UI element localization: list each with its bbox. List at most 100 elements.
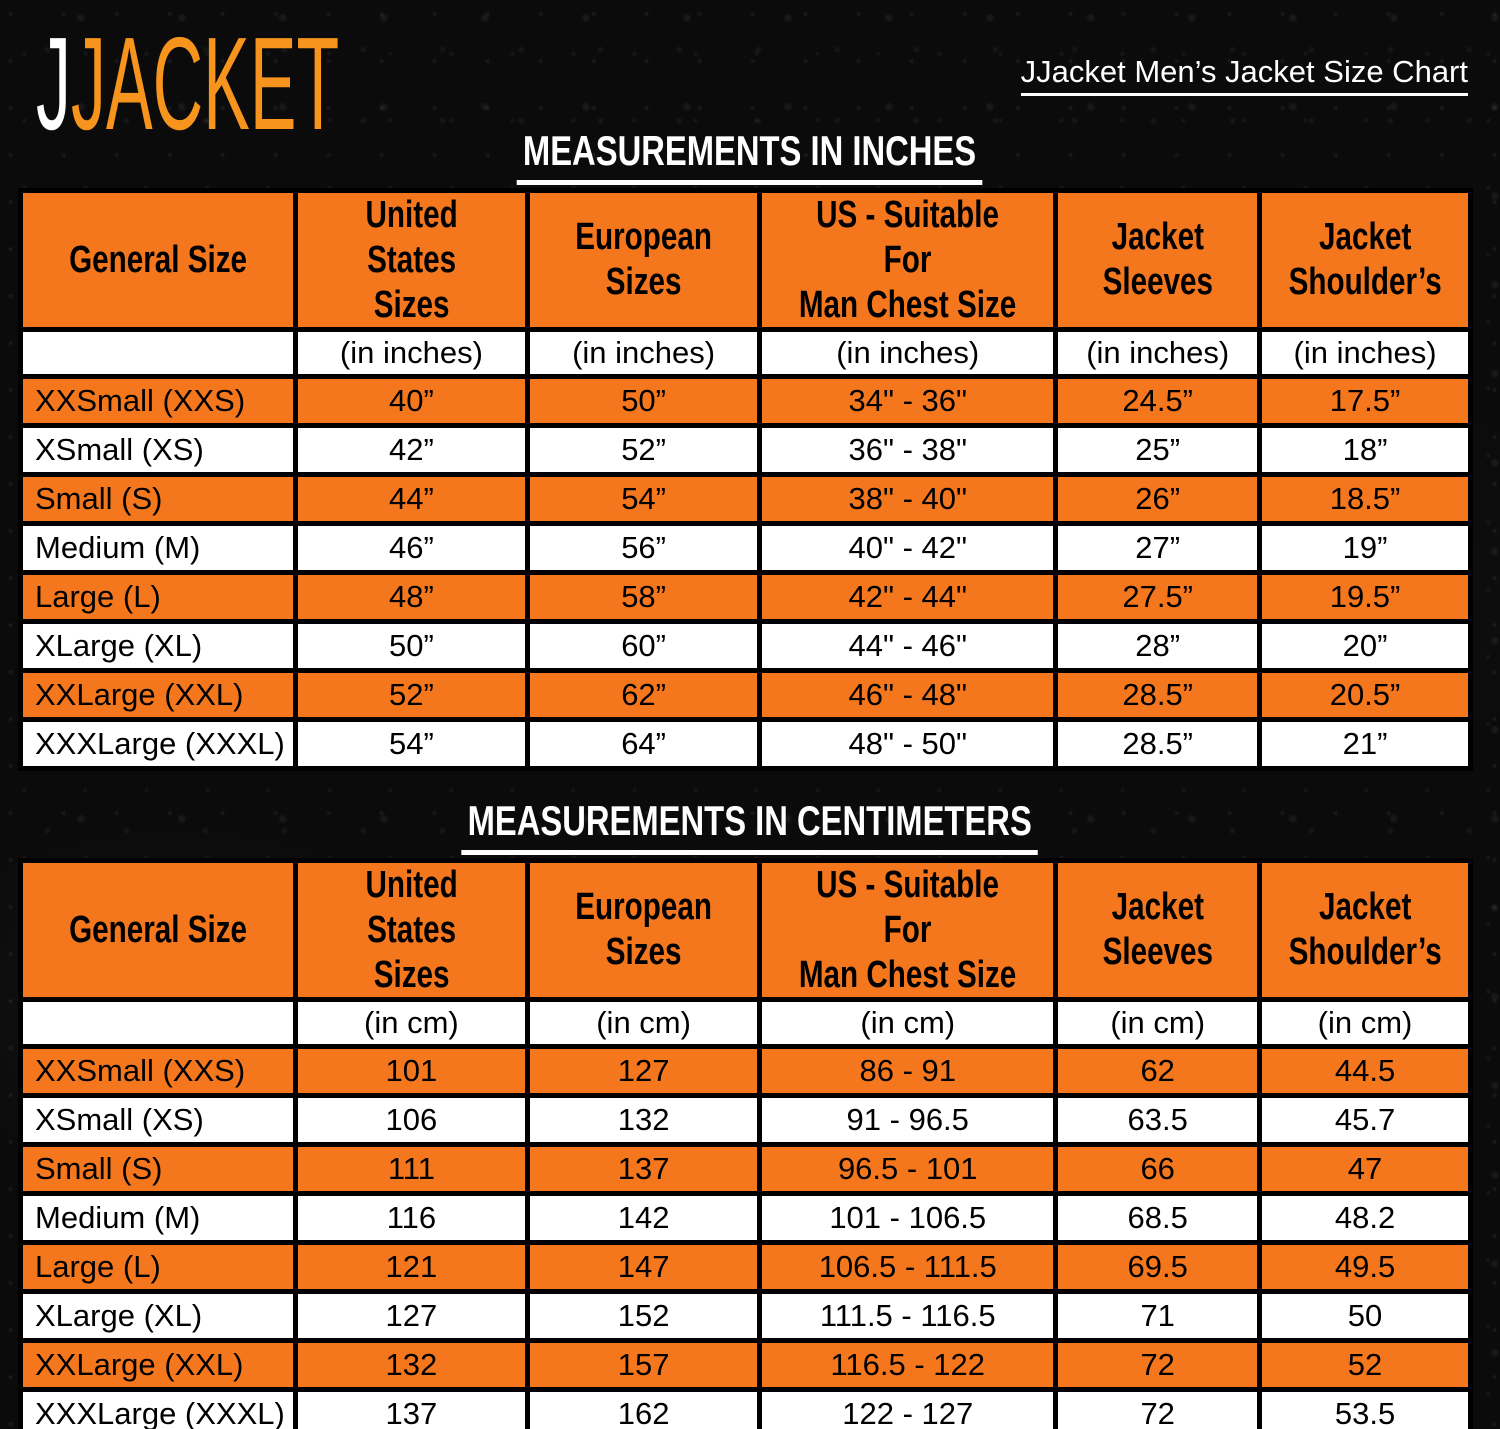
size-row-label: XLarge (XL) [18, 619, 298, 674]
size-row-label: XXXLarge (XXXL) [18, 1387, 298, 1429]
size-value-cell: 132 [292, 1338, 531, 1393]
size-value-cell: 40” [292, 374, 531, 429]
size-value-cell: 27” [1053, 521, 1263, 576]
column-header-label: European Sizes [575, 886, 712, 974]
size-value-cell: 106.5 - 111.5 [757, 1240, 1059, 1295]
size-value-cell: 44” [292, 472, 531, 527]
table-row: XLarge (XL) 50” 60” 44" - 46" 28” 20” [18, 619, 1473, 674]
column-header: General Size [18, 187, 298, 333]
size-value-cell: 20.5” [1257, 668, 1473, 723]
size-value-cell: 48" - 50" [757, 717, 1059, 772]
unit-label: (in inches) [1257, 327, 1473, 380]
column-header-label: Jacket Sleeves [1102, 216, 1213, 304]
column-header-label: US - Suitable For Man Chest Size [799, 864, 1017, 996]
brand-logo: JJACKET [36, 8, 339, 160]
size-value-cell: 17.5” [1257, 374, 1473, 429]
size-value-cell: 68.5 [1053, 1191, 1263, 1246]
size-value-cell: 101 - 106.5 [757, 1191, 1059, 1246]
size-row-label: Small (S) [18, 1142, 298, 1197]
size-value-cell: 63.5 [1053, 1093, 1263, 1148]
column-header-label: United States Sizes [365, 194, 458, 326]
column-header: Jacket Sleeves [1053, 187, 1263, 333]
table-row: XXXLarge (XXXL) 137 162 122 - 127 72 53.5 [18, 1387, 1473, 1429]
column-header-label: General Size [68, 908, 247, 951]
size-value-cell: 28.5” [1053, 668, 1263, 723]
column-header: United States Sizes [292, 187, 531, 333]
header-row: General Size United States Sizes European … [18, 857, 1473, 1003]
size-table-inches: General Size United States Sizes European … [18, 187, 1473, 772]
section-title-inches: MEASUREMENTS IN INCHES [517, 130, 983, 185]
table-row: XXLarge (XXL) 52” 62” 46" - 48" 28.5” 20.5” [18, 668, 1473, 723]
size-value-cell: 142 [524, 1191, 763, 1246]
size-row-label: XXXLarge (XXXL) [18, 717, 298, 772]
size-value-cell: 72 [1053, 1387, 1263, 1429]
column-header-label: Jacket Sleeves [1102, 886, 1213, 974]
column-header: US - Suitable For Man Chest Size [757, 187, 1059, 333]
column-header-label: General Size [68, 238, 247, 281]
size-value-cell: 21” [1257, 717, 1473, 772]
size-value-cell: 122 - 127 [757, 1387, 1059, 1429]
logo-text: JACKET [70, 10, 340, 157]
size-value-cell: 162 [524, 1387, 763, 1429]
table-row: XLarge (XL) 127 152 111.5 - 116.5 71 50 [18, 1289, 1473, 1344]
size-row-label: XXLarge (XXL) [18, 668, 298, 723]
table-row: XXLarge (XXL) 132 157 116.5 - 122 72 52 [18, 1338, 1473, 1393]
size-value-cell: 60” [524, 619, 763, 674]
table-row: Large (L) 121 147 106.5 - 111.5 69.5 49.5 [18, 1240, 1473, 1295]
size-value-cell: 96.5 - 101 [757, 1142, 1059, 1197]
size-value-cell: 132 [524, 1093, 763, 1148]
size-value-cell: 25” [1053, 423, 1263, 478]
size-value-cell: 62 [1053, 1044, 1263, 1099]
size-value-cell: 18” [1257, 423, 1473, 478]
size-value-cell: 58” [524, 570, 763, 625]
column-header: European Sizes [524, 187, 763, 333]
size-value-cell: 64” [524, 717, 763, 772]
table-row: XXSmall (XXS) 40” 50” 34" - 36" 24.5” 17.5” [18, 374, 1473, 429]
column-header: US - Suitable For Man Chest Size [757, 857, 1059, 1003]
size-row-label: XXSmall (XXS) [18, 1044, 298, 1099]
logo-letter-j: J [36, 10, 71, 157]
size-value-cell: 111.5 - 116.5 [757, 1289, 1059, 1344]
size-value-cell: 152 [524, 1289, 763, 1344]
size-value-cell: 50 [1257, 1289, 1473, 1344]
size-value-cell: 49.5 [1257, 1240, 1473, 1295]
column-header: Jacket Sleeves [1053, 857, 1263, 1003]
unit-label: (in inches) [757, 327, 1059, 380]
size-value-cell: 62” [524, 668, 763, 723]
header-row: General Size United States Sizes European … [18, 187, 1473, 333]
size-value-cell: 28.5” [1053, 717, 1263, 772]
size-value-cell: 157 [524, 1338, 763, 1393]
table-row: Small (S) 44” 54” 38" - 40" 26” 18.5” [18, 472, 1473, 527]
size-row-label: XXSmall (XXS) [18, 374, 298, 429]
size-value-cell: 52” [524, 423, 763, 478]
size-value-cell: 56” [524, 521, 763, 576]
column-header-label: US - Suitable For Man Chest Size [799, 194, 1017, 326]
size-value-cell: 69.5 [1053, 1240, 1263, 1295]
size-row-label: XLarge (XL) [18, 1289, 298, 1344]
unit-label: (in cm) [1053, 997, 1263, 1050]
size-value-cell: 91 - 96.5 [757, 1093, 1059, 1148]
section-inches: MEASUREMENTS IN INCHES [0, 130, 1500, 185]
unit-label: (in inches) [1053, 327, 1263, 380]
size-row-label: Small (S) [18, 472, 298, 527]
size-value-cell: 20” [1257, 619, 1473, 674]
size-value-cell: 52” [292, 668, 531, 723]
size-row-label: XXLarge (XXL) [18, 1338, 298, 1393]
size-value-cell: 50” [292, 619, 531, 674]
size-row-label: XSmall (XS) [18, 1093, 298, 1148]
size-table-centimeters: General Size United States Sizes European … [18, 857, 1473, 1429]
size-value-cell: 36" - 38" [757, 423, 1059, 478]
size-value-cell: 24.5” [1053, 374, 1263, 429]
column-header: Jacket Shoulder’s [1257, 187, 1473, 333]
unit-row: (in inches) (in inches) (in inches) (in inc… [18, 327, 1473, 380]
size-row-label: Medium (M) [18, 521, 298, 576]
size-value-cell: 101 [292, 1044, 531, 1099]
size-value-cell: 47 [1257, 1142, 1473, 1197]
size-value-cell: 106 [292, 1093, 531, 1148]
size-value-cell: 48” [292, 570, 531, 625]
size-value-cell: 86 - 91 [757, 1044, 1059, 1099]
size-value-cell: 34" - 36" [757, 374, 1059, 429]
size-value-cell: 137 [524, 1142, 763, 1197]
size-value-cell: 52 [1257, 1338, 1473, 1393]
size-row-label: Large (L) [18, 1240, 298, 1295]
